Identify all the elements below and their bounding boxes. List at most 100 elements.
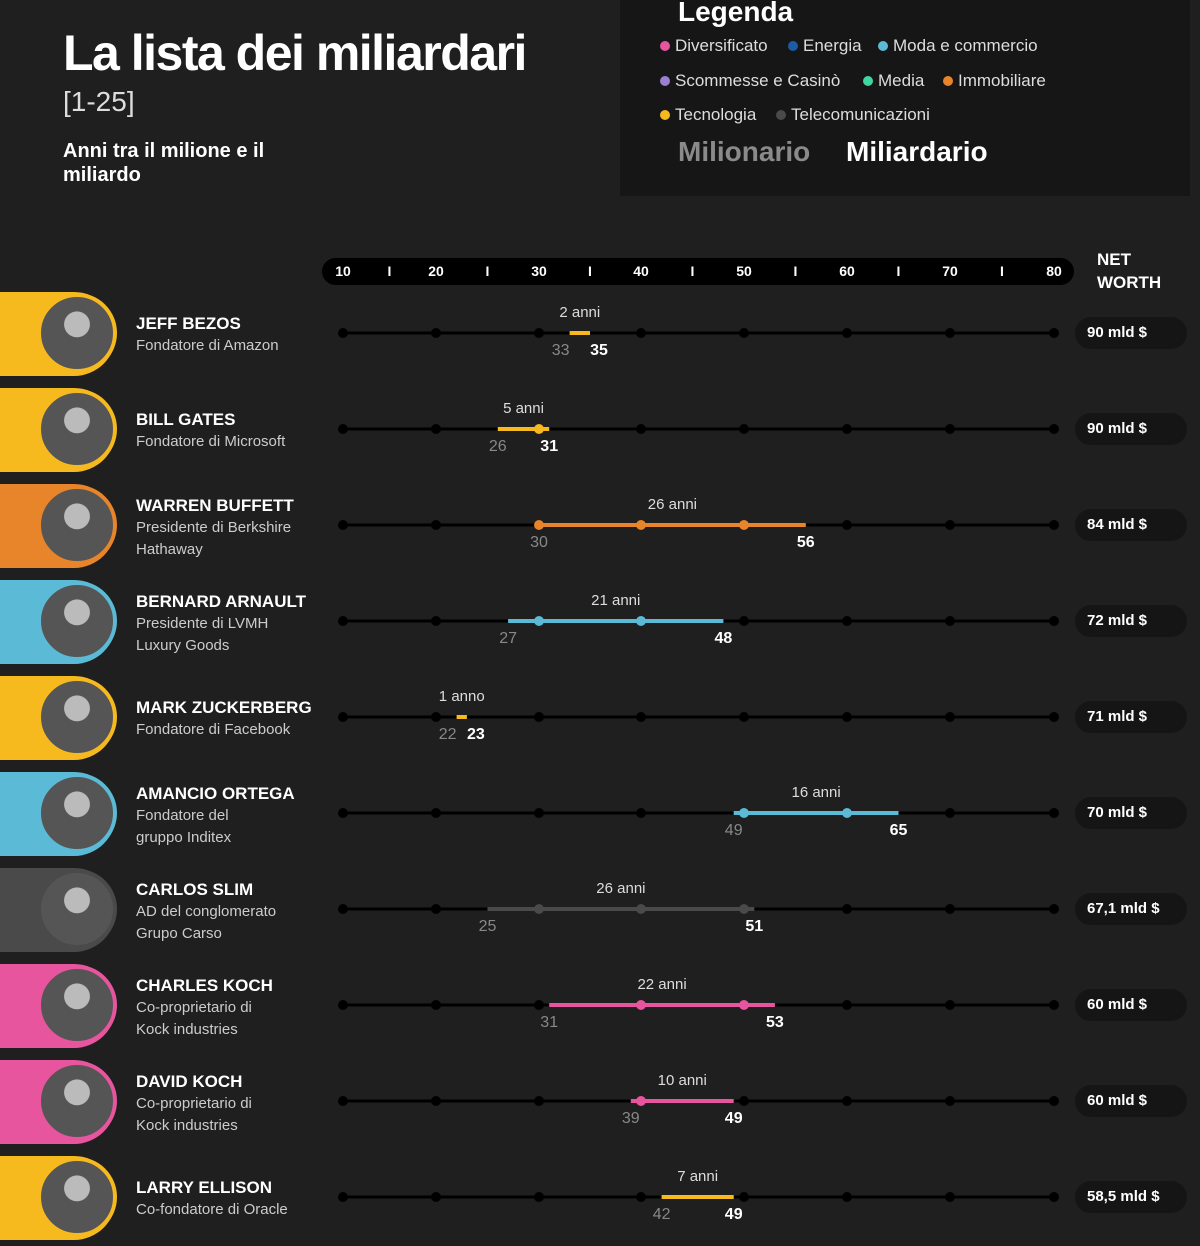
axis-tick-label: 40 <box>633 263 649 279</box>
tick-dot <box>842 904 852 914</box>
range-tick-dot <box>534 520 544 530</box>
legend-dot-icon <box>943 76 953 86</box>
range-tick-dot <box>739 808 749 818</box>
net-worth-header: NET WORTH <box>1097 250 1162 292</box>
avatar <box>37 965 117 1045</box>
legend-label: Media <box>878 71 925 90</box>
duration-label: 26 anni <box>647 496 697 513</box>
end-age-label: 65 <box>889 822 908 839</box>
avatar <box>37 581 117 661</box>
tick-dot <box>1049 712 1059 722</box>
start-age-label: 30 <box>530 534 548 551</box>
tick-dot <box>739 328 749 338</box>
tick-dot <box>945 1000 955 1010</box>
range-tick-dot <box>739 520 749 530</box>
tick-dot <box>1049 1192 1059 1202</box>
tick-dot <box>431 616 441 626</box>
range-tick-dot <box>636 616 646 626</box>
net-worth-value: 84 mld $ <box>1075 509 1187 541</box>
tick-dot <box>739 1096 749 1106</box>
axis-tick-label: 20 <box>428 263 444 279</box>
tick-dot <box>636 328 646 338</box>
range-tick-dot <box>636 1096 646 1106</box>
legend-dot-icon <box>878 41 888 51</box>
end-age-label: 53 <box>765 1014 784 1031</box>
person-role: Kock industries <box>136 1117 238 1134</box>
net-worth-value: 60 mld $ <box>1075 1085 1187 1117</box>
person-name: JEFF BEZOS <box>136 314 241 333</box>
tick-dot <box>945 1096 955 1106</box>
legend-label: Moda e commercio <box>893 36 1038 55</box>
range-tick-dot <box>534 424 544 434</box>
tick-dot <box>1049 616 1059 626</box>
end-age-label: 35 <box>590 342 608 359</box>
legend-title: Legenda <box>678 0 794 27</box>
tick-dot <box>338 520 348 530</box>
person-name: DAVID KOCH <box>136 1072 243 1091</box>
tick-dot <box>431 1000 441 1010</box>
tick-dot <box>842 424 852 434</box>
person-name: AMANCIO ORTEGA <box>136 784 295 803</box>
axis-tick-label: 10 <box>335 263 351 279</box>
tick-dot <box>945 808 955 818</box>
person-role: Luxury Goods <box>136 637 230 654</box>
tick-dot <box>945 616 955 626</box>
tick-dot <box>739 712 749 722</box>
tick-dot <box>338 808 348 818</box>
tick-dot <box>534 712 544 722</box>
tick-dot <box>945 424 955 434</box>
range-tick-dot <box>842 808 852 818</box>
avatar <box>37 293 117 373</box>
tick-dot <box>842 1000 852 1010</box>
tick-dot <box>534 808 544 818</box>
tick-dot <box>842 1096 852 1106</box>
tick-dot <box>636 424 646 434</box>
avatar <box>37 677 117 757</box>
tick-dot <box>338 904 348 914</box>
tick-dot <box>842 328 852 338</box>
person-name: BILL GATES <box>136 410 236 429</box>
legend-item: Tecnologia <box>660 105 756 125</box>
legend-item: Media <box>863 71 924 91</box>
legend-miliardario: Miliardario <box>846 136 988 167</box>
legend-dot-icon <box>660 76 670 86</box>
tick-dot <box>431 712 441 722</box>
tick-dot <box>1049 808 1059 818</box>
tick-dot <box>534 1000 544 1010</box>
tick-dot <box>534 1096 544 1106</box>
legend-item: Scommesse e Casinò <box>660 71 840 91</box>
tick-dot <box>636 808 646 818</box>
start-age-label: 25 <box>478 918 497 935</box>
start-age-label: 42 <box>652 1206 671 1223</box>
legend-dot-icon <box>776 110 786 120</box>
tick-dot <box>431 808 441 818</box>
page-title: La lista dei miliardari <box>63 25 527 81</box>
duration-label: 2 anni <box>559 304 601 321</box>
legend-label: Immobiliare <box>958 71 1046 90</box>
tick-dot <box>338 1000 348 1010</box>
person-role: Fondatore di Amazon <box>136 337 279 354</box>
person-role: Fondatore di Microsoft <box>136 433 286 450</box>
duration-label: 21 anni <box>591 592 641 609</box>
chart-description: Anni tra il milione e il miliardo <box>63 140 265 186</box>
person-role: Hathaway <box>136 541 203 558</box>
axis-tick-label: 70 <box>942 263 958 279</box>
legend-label: Energia <box>803 36 862 55</box>
tick-dot <box>338 616 348 626</box>
start-age-label: 27 <box>499 630 517 647</box>
net-worth-value: 90 mld $ <box>1075 317 1187 349</box>
tick-dot <box>338 424 348 434</box>
range-tick-dot <box>636 904 646 914</box>
tick-dot <box>945 328 955 338</box>
axis-tick-label: 50 <box>736 263 752 279</box>
range-tick-dot <box>534 904 544 914</box>
tick-dot <box>534 328 544 338</box>
tick-dot <box>1049 424 1059 434</box>
start-age-label: 26 <box>488 438 507 455</box>
legend-dot-icon <box>788 41 798 51</box>
person-role: AD del conglomerato <box>136 903 277 920</box>
legend: Legenda Diversificato Energia Moda e comme… <box>620 0 1190 196</box>
legend-item: Moda e commercio <box>878 36 1038 56</box>
avatar <box>37 869 117 949</box>
